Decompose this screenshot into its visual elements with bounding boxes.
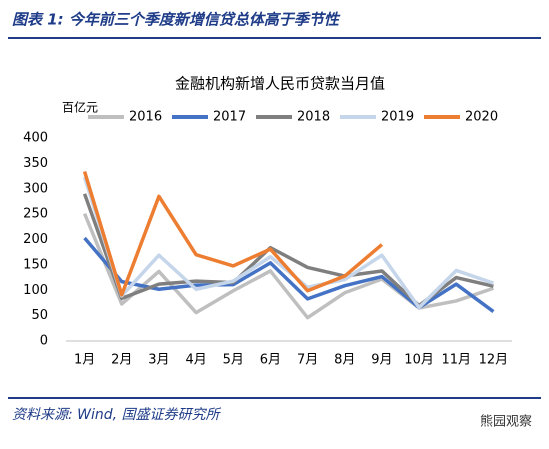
x-tick-label: 5月 <box>223 353 244 368</box>
y-tick-label: 200 <box>23 232 48 247</box>
y-tick-label: 100 <box>23 283 48 298</box>
x-tick-label: 6月 <box>260 353 281 368</box>
x-tick-label: 4月 <box>185 353 206 368</box>
y-tick-label: 50 <box>31 308 48 323</box>
x-tick-label: 3月 <box>148 353 169 368</box>
x-tick-label: 7月 <box>297 353 318 368</box>
y-tick-label: 150 <box>23 257 48 272</box>
source: 资料来源: Wind, 国盛证券研究所 <box>12 407 222 423</box>
series-line <box>82 193 494 308</box>
y-tick-label: 250 <box>23 207 48 222</box>
chart-title: 金融机构新增人民币贷款当月值 <box>175 75 385 93</box>
x-tick-label: 10月 <box>404 353 434 368</box>
x-tick-label: 1月 <box>74 353 95 368</box>
x-tick-label: 11月 <box>441 353 471 368</box>
header-title: 图表 1: 今年前三个季度新增信贷总体高于季节性 <box>12 11 341 29</box>
legend-label: 2020 <box>465 110 498 125</box>
series-line <box>82 170 384 297</box>
legend-label: 2018 <box>297 110 330 125</box>
watermark: 熊园观察 <box>480 414 532 430</box>
y-axis-label: 百亿元 <box>62 100 98 115</box>
x-tick-label: 12月 <box>479 353 509 368</box>
legend-label: 2017 <box>213 110 246 125</box>
legend-label: 2016 <box>129 110 162 125</box>
y-tick-label: 350 <box>23 156 48 171</box>
x-tick-label: 9月 <box>371 353 392 368</box>
series-line <box>83 236 495 313</box>
x-tick-label: 2月 <box>111 353 132 368</box>
y-tick-label: 400 <box>23 131 48 146</box>
y-tick-label: 0 <box>40 334 48 349</box>
legend-label: 2019 <box>381 110 414 125</box>
x-tick-label: 8月 <box>334 353 355 368</box>
plot: 0 50 100 150 200 250 300 350 400 1月 2月 3月 4月 5月 6月 7月 8月… <box>23 110 512 368</box>
y-tick-label: 300 <box>23 181 48 196</box>
series-line <box>82 212 494 320</box>
